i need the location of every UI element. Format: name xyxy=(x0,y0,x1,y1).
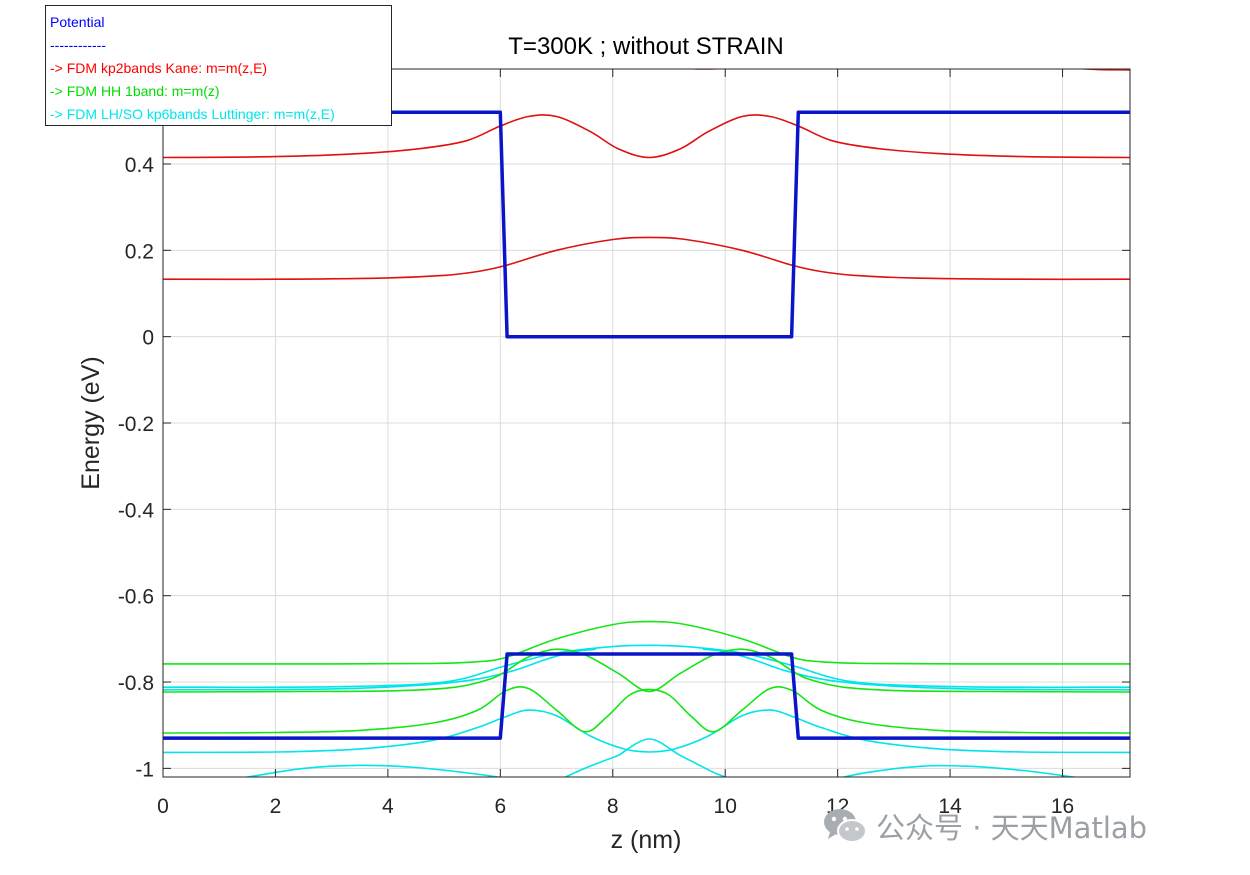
series-line-potential xyxy=(163,652,1130,740)
legend: Potential ------------ -> FDM kp2bands K… xyxy=(45,5,392,126)
x-tick-label: 2 xyxy=(270,795,282,818)
x-tick-label: 6 xyxy=(494,795,506,818)
y-axis-title: Energy (eV) xyxy=(77,356,105,489)
series-line-kane xyxy=(687,69,724,70)
y-tick-label: 0.4 xyxy=(125,154,155,177)
series-line-lhso xyxy=(713,771,728,777)
series-line-lhso xyxy=(163,709,1130,754)
x-tick-label: 14 xyxy=(938,795,962,818)
series-line-lhso xyxy=(241,764,504,777)
watermark-text: 公众号 · 天天Matlab xyxy=(876,811,1148,845)
x-axis-title: z (nm) xyxy=(611,826,682,854)
legend-entry-lhso: -> FDM LH/SO kp6bands Luttinger: m=m(z,E… xyxy=(50,106,335,122)
legend-entry-hh: -> FDM HH 1band: m=m(z) xyxy=(50,83,220,99)
y-tick-label: -0.8 xyxy=(118,672,154,695)
x-tick-label: 16 xyxy=(1051,795,1074,818)
x-tick-label: 0 xyxy=(157,795,169,818)
wechat-icon xyxy=(824,809,867,843)
chart-title: T=300K ; without STRAIN xyxy=(508,33,783,60)
series-line-lhso xyxy=(617,738,715,774)
series-line-lhso xyxy=(563,754,619,777)
x-tick-label: 10 xyxy=(714,795,737,818)
series-line-kane xyxy=(1074,69,1130,71)
legend-entry-kane: -> FDM kp2bands Kane: m=m(z,E) xyxy=(50,60,268,76)
y-tick-label: -0.6 xyxy=(118,586,154,609)
series-line-hh xyxy=(163,648,1130,693)
x-tick-label: 8 xyxy=(607,795,619,818)
series-line-kane xyxy=(500,69,522,70)
series-line-lhso xyxy=(163,644,1130,689)
series-line-kane xyxy=(163,114,1130,159)
series-layer xyxy=(163,69,1130,777)
y-tick-label: 0 xyxy=(142,327,154,350)
series-line-potential xyxy=(163,110,1130,339)
y-tick-label: -1 xyxy=(135,758,154,781)
x-tick-label: 4 xyxy=(382,795,394,818)
y-tick-label: -0.4 xyxy=(118,499,155,522)
series-line-kane xyxy=(163,236,1130,281)
watermark: 公众号 · 天天Matlab xyxy=(822,806,1147,846)
y-tick-label: 0.2 xyxy=(125,240,154,263)
legend-separator: ------------ xyxy=(50,37,106,53)
series-line-lhso xyxy=(840,764,1081,777)
series-line-hh xyxy=(163,620,1130,665)
y-tick-label: -0.2 xyxy=(118,413,154,436)
legend-entry-potential: Potential xyxy=(50,14,105,30)
series-line-hh xyxy=(163,686,1130,734)
